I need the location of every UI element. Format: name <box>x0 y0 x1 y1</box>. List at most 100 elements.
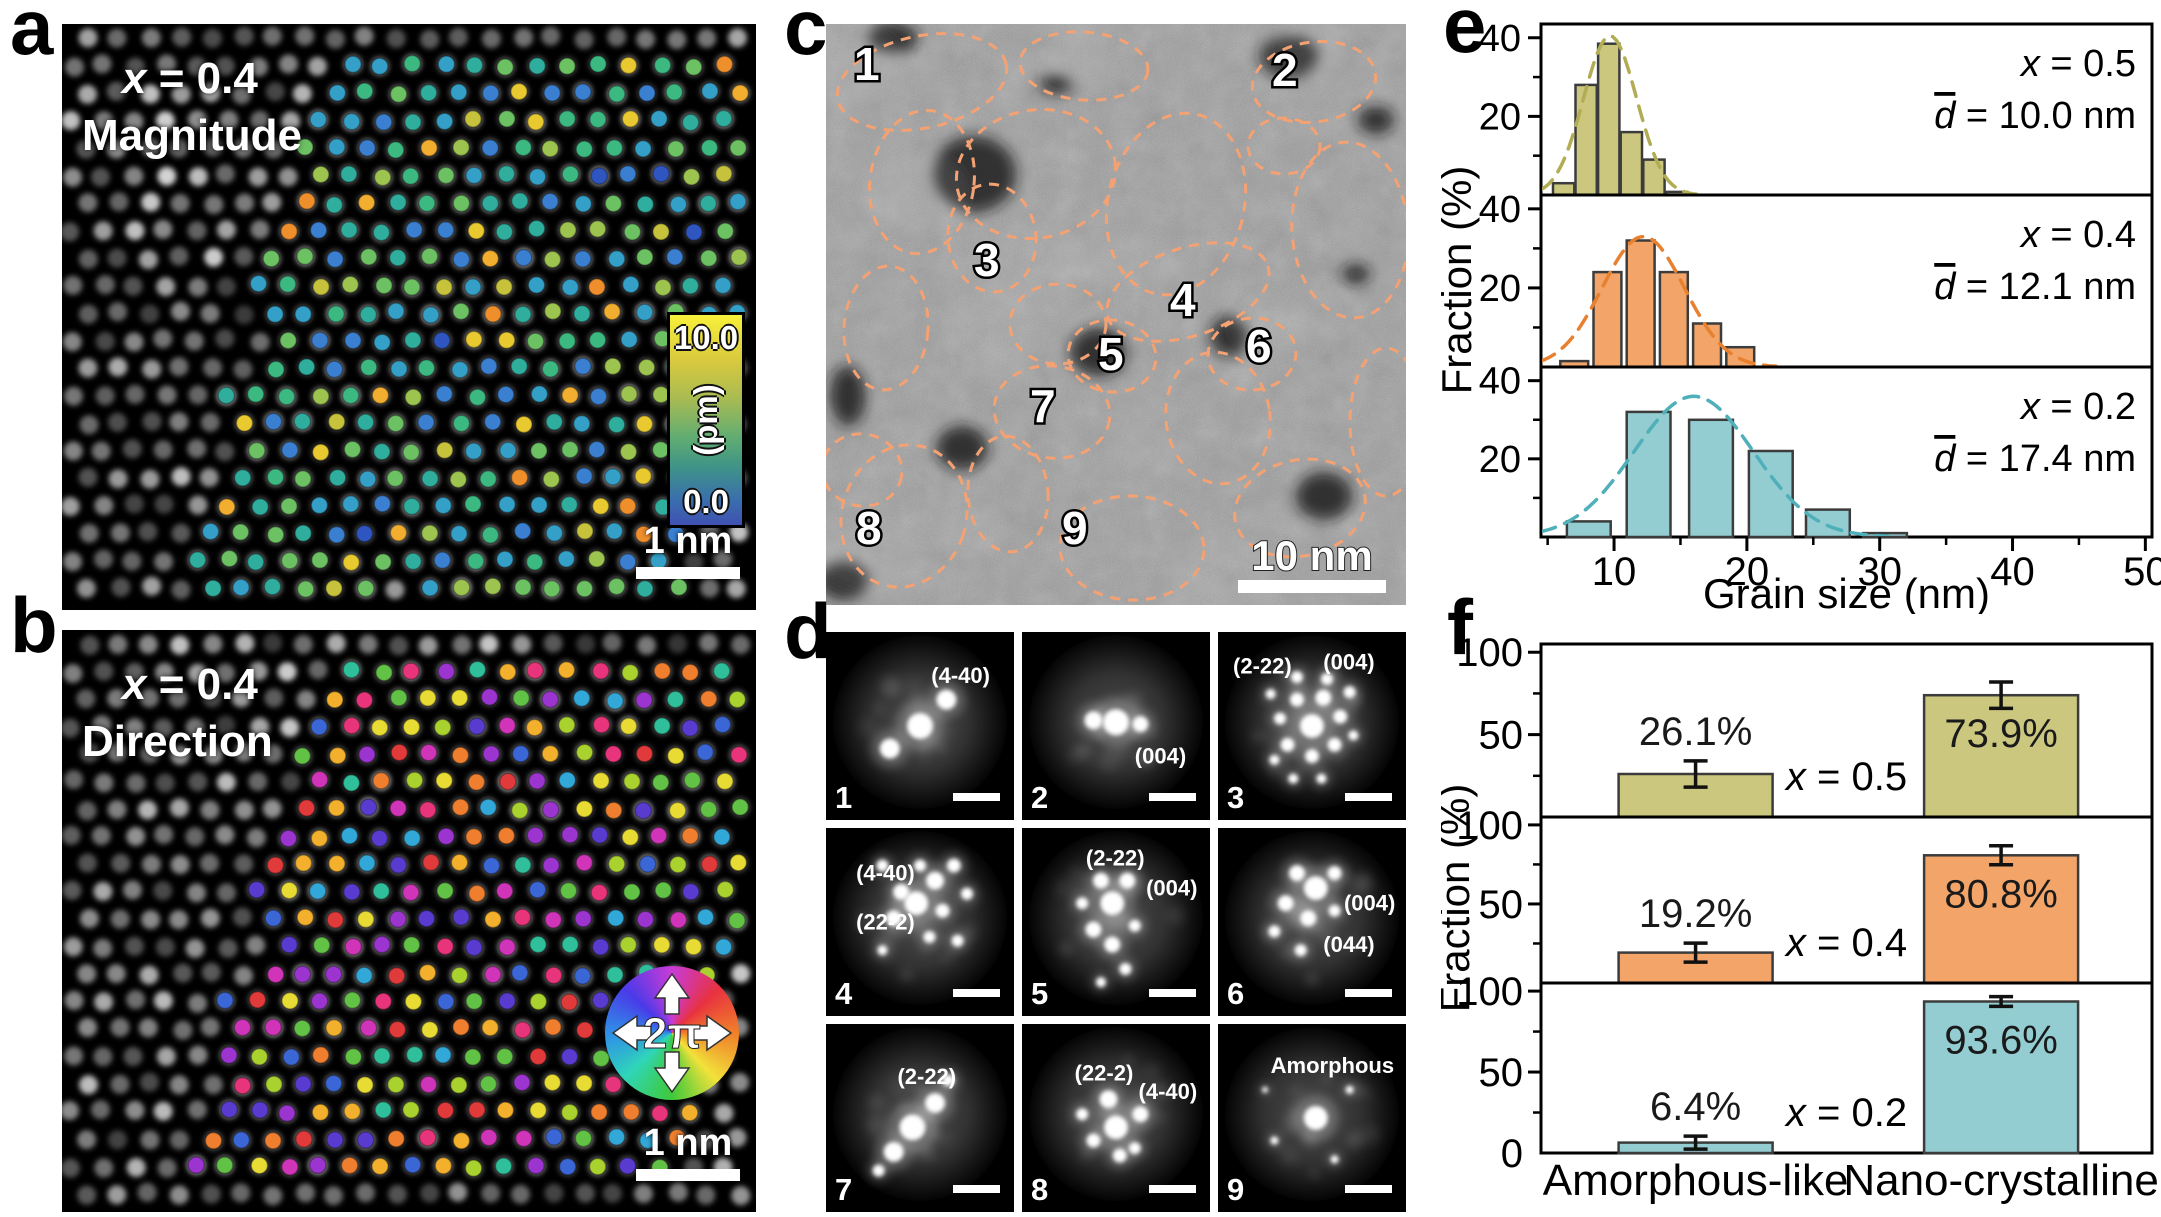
atom-displacement-dot <box>324 1074 343 1093</box>
atom-displacement-dot <box>561 278 580 297</box>
atom-displacement-dot <box>479 470 498 488</box>
atom-displacement-dot <box>341 495 360 513</box>
atom-displacement-dot <box>327 525 346 544</box>
atom-displacement-dot <box>264 412 283 431</box>
atom-displacement-dot <box>525 552 544 571</box>
panel-b-composition: x = 0.4 <box>122 656 273 713</box>
atom-displacement-dot <box>358 470 377 489</box>
atom-displacement-dot <box>434 1156 453 1175</box>
atom-displacement-dot <box>498 938 517 957</box>
fft-cell-4: (4-40) (22-2) 4 <box>826 828 1014 1016</box>
atom-displacement-dot <box>619 935 638 954</box>
x-axis-label: Grain size (nm) <box>1703 570 1990 614</box>
atom-displacement-dot <box>451 798 470 817</box>
atom-displacement-dot <box>529 1101 548 1120</box>
atom-displacement-dot <box>437 55 456 74</box>
atom-displacement-dot <box>248 990 267 1009</box>
atom-displacement-dot <box>356 579 375 598</box>
grain-outline <box>839 443 969 589</box>
atom-displacement-dot <box>529 1047 548 1066</box>
fft-scalebar <box>1149 793 1196 801</box>
diffraction-spot <box>1343 686 1356 699</box>
atom-displacement-dot <box>592 715 611 734</box>
reflection-label: (22-2) <box>856 910 915 935</box>
atom-displacement-dot <box>374 992 393 1011</box>
atom-displacement-dot <box>684 937 703 956</box>
atom-displacement-dot <box>450 966 469 985</box>
atom-displacement-dot <box>669 578 688 597</box>
atom-displacement-dot <box>420 524 439 543</box>
scalebar-text: 10 nm <box>1251 532 1372 579</box>
grain-outline <box>992 364 1112 460</box>
atom-displacement-dot <box>266 468 285 487</box>
atom-displacement-dot <box>603 357 622 376</box>
composition-annotation: x = 0.5 <box>1784 755 1907 799</box>
atom-displacement-dot <box>310 551 329 570</box>
atom-displacement-dot <box>681 826 700 845</box>
atom-displacement-dot <box>525 718 544 737</box>
atom-displacement-dot <box>418 688 437 707</box>
atom-displacement-dot <box>233 468 252 487</box>
reflection-label: (004) <box>1146 876 1197 901</box>
atom-displacement-dot <box>635 744 654 763</box>
atom-displacement-dot <box>528 167 547 186</box>
diffraction-spot <box>1262 1086 1268 1093</box>
atom-displacement-dot <box>356 910 375 929</box>
atom-displacement-dot <box>215 1156 234 1175</box>
atom-displacement-dot <box>341 275 360 294</box>
atom-displacement-dot <box>589 387 608 406</box>
atom-displacement-dot <box>479 798 498 817</box>
panel-c-tem-grains: 1 2 3 4 5 6 7 8 9 10 nm <box>763 0 1424 633</box>
atom-displacement-dot <box>297 192 316 211</box>
dark-blob <box>1070 328 1126 376</box>
atom-displacement-dot <box>699 800 718 819</box>
atom-displacement-dot <box>435 112 454 131</box>
atom-displacement-dot <box>326 910 345 929</box>
atom-displacement-dot <box>464 1159 483 1178</box>
fft-scalebar <box>1345 989 1392 997</box>
atom-displacement-dot <box>465 938 483 957</box>
atom-displacement-dot <box>668 1128 687 1147</box>
x-tick-label: 50 <box>2123 550 2161 594</box>
atom-displacement-dot <box>638 84 656 103</box>
atom-displacement-dot <box>452 138 471 157</box>
atom-displacement-dot <box>638 855 657 874</box>
atom-displacement-dot <box>494 1157 513 1176</box>
atom-displacement-dot <box>373 168 392 187</box>
atom-displacement-dot <box>481 1018 500 1037</box>
atom-displacement-dot <box>235 414 254 433</box>
atom-displacement-dot <box>465 992 484 1011</box>
atom-displacement-dot <box>654 278 672 297</box>
atom-displacement-dot <box>541 744 560 763</box>
grain-outline <box>1104 111 1248 297</box>
fft-cell-number: 3 <box>1227 780 1244 815</box>
diffraction-spot <box>1104 936 1121 953</box>
atom-displacement-dot <box>311 1046 330 1064</box>
atom-displacement-dot <box>293 747 312 765</box>
diffraction-spot <box>1303 876 1328 901</box>
atom-displacement-dot <box>561 935 580 954</box>
atom-displacement-dot <box>293 1019 312 1038</box>
panel-b-title: x = 0.4 Direction <box>82 656 273 770</box>
atom-displacement-dot <box>452 578 471 597</box>
diffraction-spot <box>925 1092 946 1113</box>
atom-displacement-dot <box>246 385 265 404</box>
atom-displacement-dot <box>514 248 533 267</box>
atom-displacement-dot <box>665 83 684 102</box>
panel-b-stem-direction: x = 0.4 Direction 2π 1 nm <box>62 630 756 1212</box>
diffraction-spot <box>1132 1106 1149 1123</box>
atom-displacement-dot <box>511 744 530 763</box>
panel-b-scalebar: 1 nm <box>628 1122 748 1181</box>
atom-displacement-dot <box>682 167 701 186</box>
fft-cell-1: (4-40) 1 <box>826 632 1014 820</box>
percent-label: 73.9% <box>1944 712 2057 756</box>
atom-displacement-dot <box>327 304 346 323</box>
grain-outline <box>1164 350 1272 486</box>
atom-displacement-dot <box>619 717 638 736</box>
atom-displacement-dot <box>404 552 423 571</box>
atom-displacement-dot <box>435 278 454 297</box>
atom-displacement-dot <box>401 883 420 902</box>
atom-displacement-dot <box>604 1075 623 1094</box>
atom-displacement-dot <box>510 192 529 210</box>
